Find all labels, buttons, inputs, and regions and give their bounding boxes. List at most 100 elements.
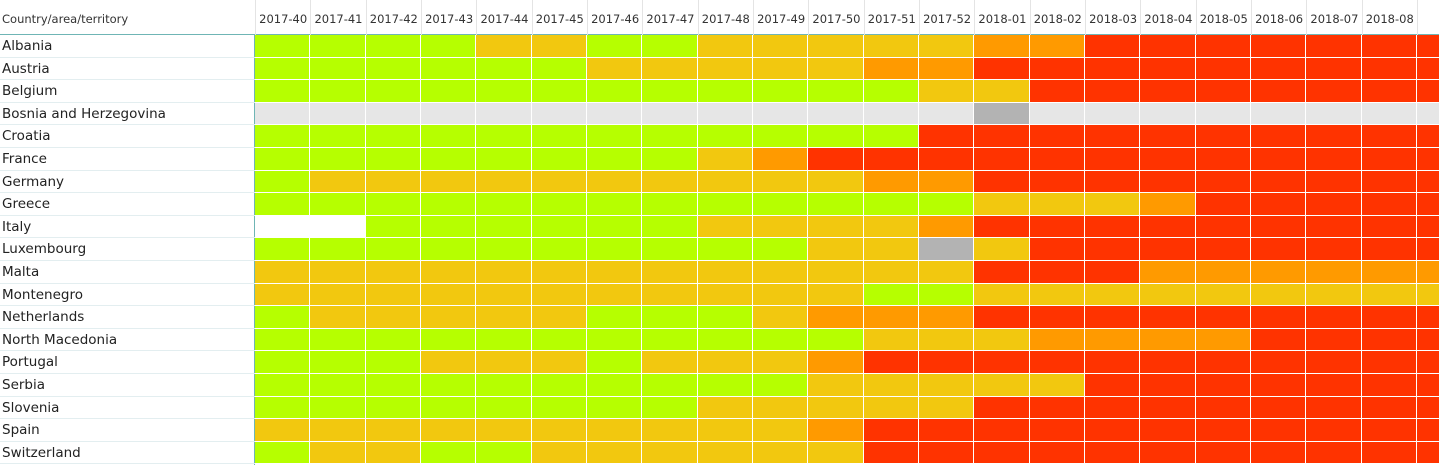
heatmap-cell <box>863 328 919 352</box>
heatmap-cell <box>1250 215 1307 239</box>
heatmap-cell <box>1195 238 1251 261</box>
heatmap-cell <box>1250 80 1307 103</box>
heatmap-cell <box>1084 283 1141 307</box>
heatmap-cell <box>586 170 643 194</box>
heatmap-cell <box>310 80 366 103</box>
heatmap-cell <box>255 57 311 81</box>
heatmap-cell <box>586 351 643 374</box>
row-label: Bosnia and Herzegovina <box>0 103 255 126</box>
heatmap-cell <box>310 125 366 148</box>
column-header: 2018-08 <box>1361 0 1417 35</box>
column-header: 2017-46 <box>586 0 642 35</box>
column-header: 2017-52 <box>918 0 974 35</box>
heatmap-cell <box>1084 57 1141 81</box>
heatmap-cell <box>974 170 1030 194</box>
heatmap-cell <box>1195 328 1251 352</box>
row-label: Germany <box>0 171 255 194</box>
heatmap-cell <box>808 193 864 216</box>
heatmap-cell <box>697 102 753 126</box>
heatmap-cell <box>1361 396 1417 420</box>
heatmap-cell <box>697 170 753 194</box>
heatmap-cell <box>697 125 753 148</box>
heatmap-cell <box>476 283 532 307</box>
heatmap-cell <box>1250 419 1307 442</box>
heatmap-cell <box>918 328 975 352</box>
heatmap-cell <box>642 351 698 374</box>
heatmap-cell <box>586 374 643 397</box>
heatmap-cell <box>365 283 421 307</box>
heatmap-cell <box>1416 283 1439 307</box>
heatmap-cell <box>863 238 919 261</box>
heatmap-cell <box>1084 261 1141 284</box>
heatmap-cell <box>1140 261 1196 284</box>
heatmap-cell <box>752 261 809 284</box>
heatmap-cell <box>1361 170 1417 194</box>
heatmap-cell <box>1361 238 1417 261</box>
heatmap-cell <box>1416 215 1439 239</box>
heatmap-cell <box>974 193 1030 216</box>
heatmap-cell <box>531 57 587 81</box>
heatmap-cell <box>642 125 698 148</box>
heatmap-cell <box>918 215 975 239</box>
heatmap-cell <box>642 441 698 465</box>
heatmap-cell <box>1250 125 1307 148</box>
heatmap-cell <box>531 102 587 126</box>
heatmap-cell <box>531 215 587 239</box>
heatmap-cell <box>365 215 421 239</box>
heatmap-cell <box>974 374 1030 397</box>
label-divider <box>254 35 255 465</box>
heatmap-cell <box>1140 102 1196 126</box>
heatmap-cell <box>531 125 587 148</box>
heatmap-cell <box>642 306 698 329</box>
heatmap-cell <box>420 215 477 239</box>
heatmap-cell <box>476 35 532 58</box>
heatmap-cell <box>1140 125 1196 148</box>
column-header: 2018-05 <box>1195 0 1251 35</box>
heatmap-cell <box>310 170 366 194</box>
heatmap-cell <box>1250 35 1307 58</box>
heatmap-cell <box>918 374 975 397</box>
heatmap-cell <box>586 441 643 465</box>
heatmap-cell <box>1029 261 1085 284</box>
heatmap-cell <box>752 351 809 374</box>
heatmap-cell <box>642 396 698 420</box>
heatmap-cell <box>974 419 1030 442</box>
heatmap-cell <box>255 35 311 58</box>
heatmap-cell <box>863 441 919 465</box>
heatmap-cell <box>586 193 643 216</box>
heatmap-cell <box>697 306 753 329</box>
heatmap-cell <box>642 419 698 442</box>
heatmap-cell <box>1084 306 1141 329</box>
heatmap-cell <box>1029 148 1085 171</box>
heatmap-cell <box>1306 35 1362 58</box>
heatmap-cell <box>1029 396 1085 420</box>
heatmap-cell <box>918 238 975 261</box>
heatmap-cell <box>808 441 864 465</box>
heatmap-cell <box>1195 35 1251 58</box>
heatmap-cell <box>1250 351 1307 374</box>
row-label: France <box>0 148 255 171</box>
heatmap-cell <box>1306 57 1362 81</box>
heatmap-cell <box>531 374 587 397</box>
heatmap-cell <box>642 283 698 307</box>
column-header: 2018-02 <box>1029 0 1085 35</box>
row-label: Belgium <box>0 80 255 103</box>
heatmap-cell <box>863 374 919 397</box>
heatmap-cell <box>1029 57 1085 81</box>
heatmap-cell <box>1306 396 1362 420</box>
heatmap-cell <box>1084 328 1141 352</box>
heatmap-cell <box>420 148 477 171</box>
heatmap-cell <box>1306 80 1362 103</box>
heatmap-cell <box>1084 193 1141 216</box>
heatmap-cell <box>918 193 975 216</box>
heatmap-cell <box>1084 351 1141 374</box>
row-label: Montenegro <box>0 284 255 307</box>
heatmap-cell <box>1084 148 1141 171</box>
heatmap-cell <box>1416 374 1439 397</box>
heatmap-cell <box>1361 351 1417 374</box>
heatmap-cell <box>476 80 532 103</box>
heatmap-cell <box>1361 57 1417 81</box>
heatmap-cell <box>918 261 975 284</box>
heatmap-cell <box>1140 57 1196 81</box>
heatmap-cell <box>1140 238 1196 261</box>
